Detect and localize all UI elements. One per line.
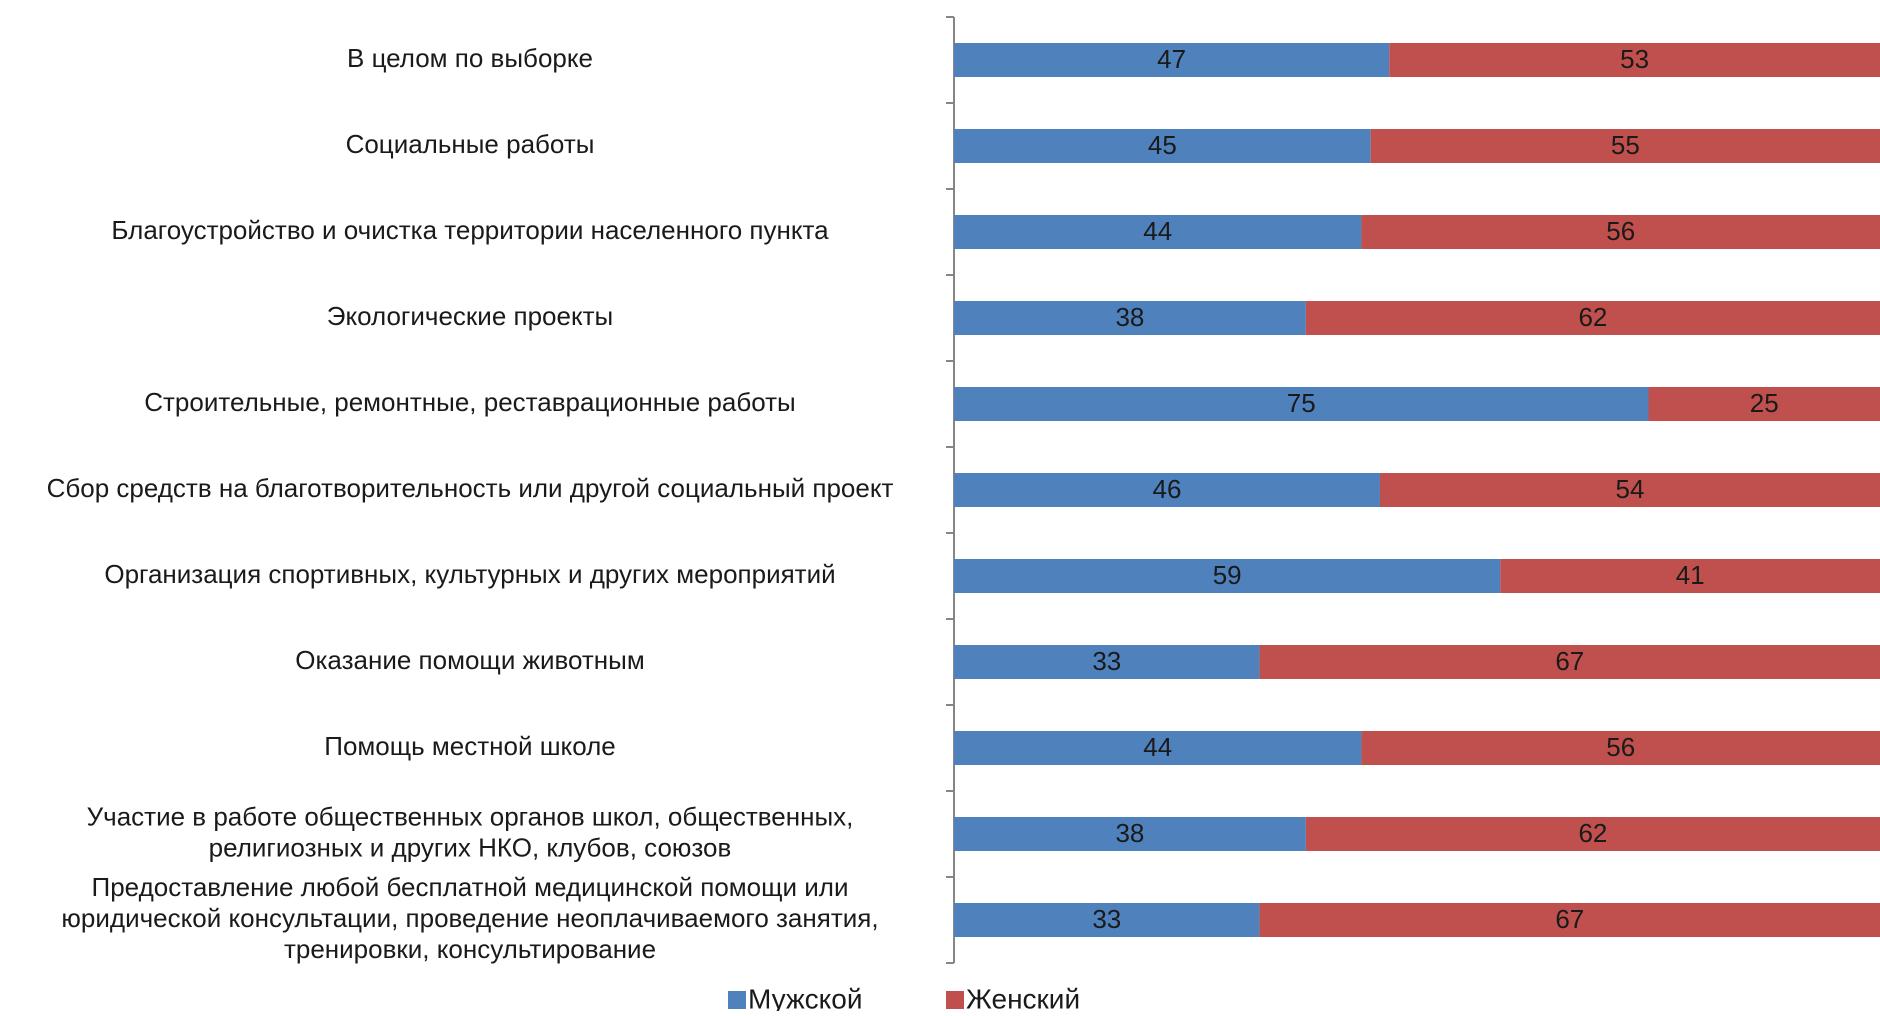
data-label: 75 bbox=[1287, 388, 1316, 418]
category-label: В целом по выборке bbox=[347, 43, 593, 73]
data-label: 41 bbox=[1676, 560, 1705, 590]
category-label: Помощь местной школе bbox=[324, 731, 616, 761]
category-label: Социальные работы bbox=[346, 129, 595, 159]
category-label: Участие в работе общественных органов шк… bbox=[87, 801, 854, 831]
data-label: 67 bbox=[1555, 646, 1584, 676]
data-label: 38 bbox=[1115, 302, 1144, 332]
category-label: Строительные, ремонтные, реставрационные… bbox=[144, 387, 795, 417]
data-label: 56 bbox=[1606, 732, 1635, 762]
data-label: 25 bbox=[1750, 388, 1779, 418]
data-label: 38 bbox=[1115, 818, 1144, 848]
category-label: Сбор средств на благотворительность или … bbox=[47, 473, 894, 503]
data-label: 54 bbox=[1616, 474, 1645, 504]
data-label: 45 bbox=[1148, 130, 1177, 160]
data-label: 56 bbox=[1606, 216, 1635, 246]
category-label: Предоставление любой бесплатной медицинс… bbox=[92, 872, 849, 902]
data-label: 33 bbox=[1092, 646, 1121, 676]
data-label: 67 bbox=[1555, 904, 1584, 934]
category-label: юридической консультации, проведение нео… bbox=[61, 903, 878, 933]
category-label: Организация спортивных, культурных и дру… bbox=[104, 559, 835, 589]
category-label: религиозных и других НКО, клубов, союзов bbox=[209, 832, 732, 862]
data-label: 55 bbox=[1611, 130, 1640, 160]
category-label: Благоустройство и очистка территории нас… bbox=[111, 215, 829, 245]
category-label: Экологические проекты bbox=[327, 301, 613, 331]
data-label: 62 bbox=[1578, 818, 1607, 848]
data-label: 53 bbox=[1620, 44, 1649, 74]
category-label: тренировки, консультирование bbox=[284, 934, 656, 964]
legend-label-male: Мужской bbox=[748, 983, 862, 1011]
category-label: Оказание помощи животным bbox=[295, 645, 644, 675]
data-label: 44 bbox=[1143, 216, 1172, 246]
legend-swatch-male bbox=[728, 991, 746, 1009]
data-label: 47 bbox=[1157, 44, 1186, 74]
data-label: 46 bbox=[1153, 474, 1182, 504]
data-label: 33 bbox=[1092, 904, 1121, 934]
legend-label-female: Женский bbox=[966, 983, 1080, 1011]
legend-swatch-female bbox=[946, 991, 964, 1009]
data-label: 59 bbox=[1213, 560, 1242, 590]
data-label: 62 bbox=[1578, 302, 1607, 332]
data-label: 44 bbox=[1143, 732, 1172, 762]
